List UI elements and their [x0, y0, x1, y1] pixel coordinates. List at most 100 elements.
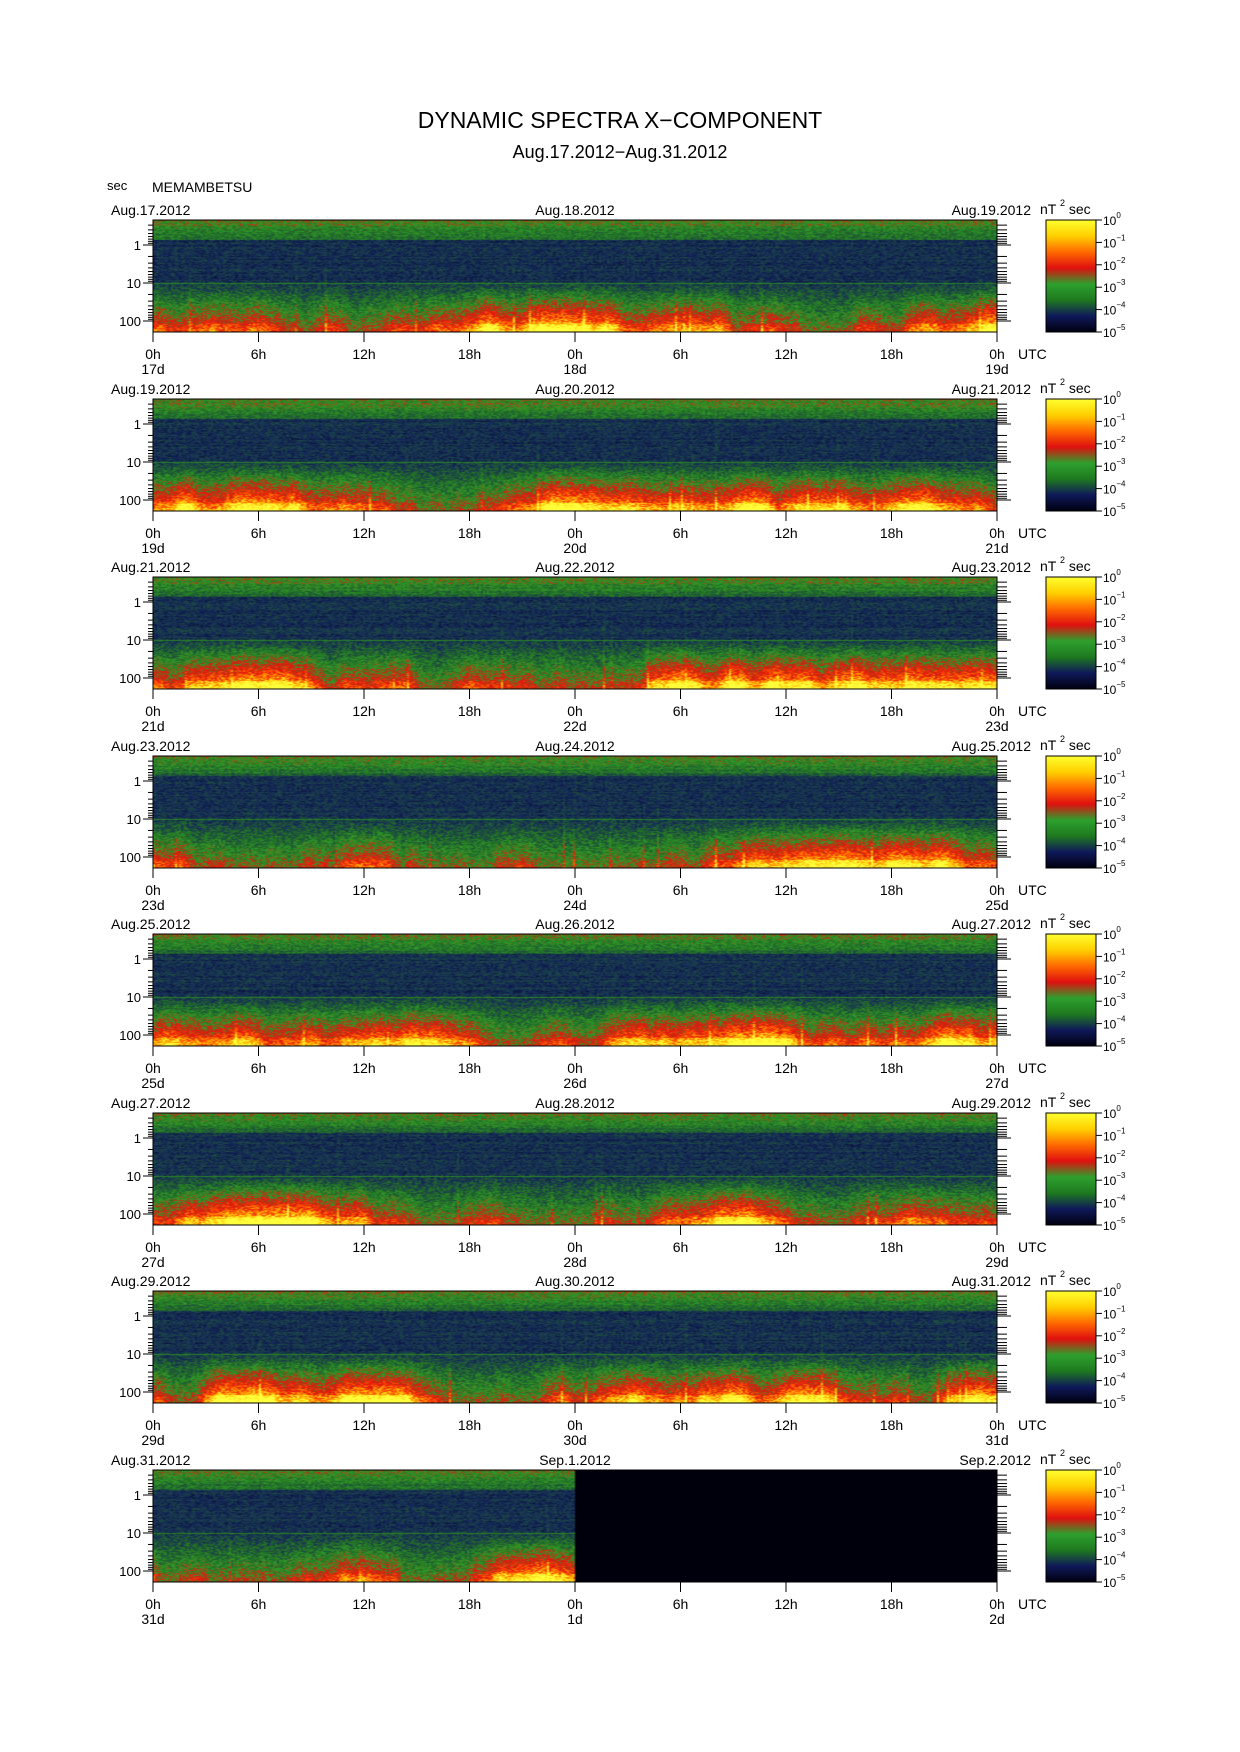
y-tick-label: 10 [127, 1169, 141, 1184]
y-tick-label: 10 [127, 276, 141, 291]
spectrogram-panel: Aug.27.2012 Aug.28.2012 Aug.29.2012 1 10 100 0… [111, 1091, 1126, 1270]
y-tick-label: 100 [119, 671, 141, 686]
x-tick-label: 6h [673, 346, 689, 362]
colorbar [1046, 577, 1096, 689]
colorbar-tick-label: 10−4 [1103, 658, 1126, 675]
colorbar-tick-label: 10−1 [1103, 947, 1126, 964]
colorbar-frame [1045, 1290, 1097, 1404]
day-label: 31d [141, 1611, 164, 1627]
x-tick-label: 12h [774, 1239, 797, 1255]
spectrogram-image [153, 1470, 997, 1582]
x-tick-label: 6h [251, 1060, 267, 1076]
spectrogram-panel: Aug.25.2012 Aug.26.2012 Aug.27.2012 1 10 100 0… [111, 912, 1126, 1091]
panel-start-date: Aug.29.2012 [111, 1273, 191, 1289]
day-label: 19d [985, 361, 1008, 377]
x-tick-label: 6h [251, 882, 267, 898]
x-tick-label: 18h [458, 525, 481, 541]
day-label: 20d [563, 540, 586, 556]
colorbar-tick-label: 100 [1103, 1104, 1121, 1121]
x-tick-label: 0h [567, 1239, 583, 1255]
y-tick-label: 1 [134, 1131, 141, 1146]
figure-subtitle: Aug.17.2012−Aug.31.2012 [513, 142, 728, 162]
x-tick-label: 6h [251, 525, 267, 541]
colorbar-tick-label: 10−1 [1103, 769, 1126, 786]
panel-start-date: Aug.25.2012 [111, 916, 191, 932]
x-tick-label: 12h [774, 525, 797, 541]
y-tick-label: 1 [134, 595, 141, 610]
colorbar [1046, 1291, 1096, 1403]
colorbar-tick-label: 10−5 [1103, 502, 1126, 519]
colorbar-unit: nT 2 sec [1040, 1091, 1091, 1110]
x-tick-label: 0h [145, 1060, 161, 1076]
y-tick-label: 10 [127, 1347, 141, 1362]
y-tick-label: 1 [134, 417, 141, 432]
panel-end-date: Aug.21.2012 [952, 381, 1032, 397]
y-tick-label: 1 [134, 1488, 141, 1503]
x-unit-label: UTC [1018, 1417, 1047, 1433]
spectrogram-image [153, 1113, 997, 1225]
x-tick-label: 0h [145, 1596, 161, 1612]
x-unit-label: UTC [1018, 882, 1047, 898]
colorbar-unit: nT 2 sec [1040, 555, 1091, 574]
colorbar-tick-label: 10−5 [1103, 1573, 1126, 1590]
x-tick-label: 0h [567, 525, 583, 541]
x-tick-label: 6h [673, 1060, 689, 1076]
colorbar-tick-label: 100 [1103, 390, 1121, 407]
spectrogram-image [153, 756, 997, 868]
x-tick-label: 6h [673, 882, 689, 898]
colorbar-tick-label: 10−3 [1103, 1171, 1126, 1188]
colorbar [1046, 756, 1096, 868]
x-tick-label: 12h [774, 1060, 797, 1076]
x-unit-label: UTC [1018, 1596, 1047, 1612]
spectrogram-canvas [153, 577, 997, 689]
colorbar-tick-label: 100 [1103, 747, 1121, 764]
colorbar-tick-label: 10−2 [1103, 256, 1126, 273]
x-tick-label: 6h [251, 1417, 267, 1433]
x-tick-label: 0h [989, 1596, 1005, 1612]
colorbar-tick-label: 10−1 [1103, 1126, 1126, 1143]
x-tick-label: 0h [567, 1060, 583, 1076]
day-label: 21d [985, 540, 1008, 556]
colorbar-tick-label: 10−5 [1103, 1216, 1126, 1233]
x-tick-label: 0h [567, 346, 583, 362]
y-tick-label: 100 [119, 1385, 141, 1400]
day-label: 21d [141, 718, 164, 734]
spectrogram-canvas [153, 220, 997, 332]
x-tick-label: 12h [352, 703, 375, 719]
day-label: 17d [141, 361, 164, 377]
y-tick-label: 100 [119, 314, 141, 329]
colorbar-tick-label: 10−4 [1103, 1372, 1126, 1389]
x-tick-label: 0h [989, 346, 1005, 362]
colorbar-tick-label: 10−5 [1103, 1037, 1126, 1054]
colorbar-tick-label: 100 [1103, 925, 1121, 942]
x-tick-label: 18h [458, 1417, 481, 1433]
colorbar-tick-label: 100 [1103, 1282, 1121, 1299]
colorbar [1046, 399, 1096, 511]
spectrogram-image [153, 399, 997, 511]
y-tick-label: 10 [127, 1526, 141, 1541]
x-tick-label: 18h [458, 1239, 481, 1255]
y-tick-label: 100 [119, 493, 141, 508]
x-tick-label: 0h [145, 1417, 161, 1433]
panel-mid-date: Aug.30.2012 [535, 1273, 615, 1289]
x-tick-label: 18h [458, 703, 481, 719]
colorbar-tick-label: 10−5 [1103, 680, 1126, 697]
colorbar-tick-label: 10−5 [1103, 323, 1126, 340]
x-tick-label: 0h [145, 882, 161, 898]
spectrogram-image [153, 577, 997, 689]
colorbar-frame [1045, 219, 1097, 333]
panel-start-date: Aug.19.2012 [111, 381, 191, 397]
day-label: 29d [141, 1432, 164, 1448]
figure-title: DYNAMIC SPECTRA X−COMPONENT [418, 107, 822, 133]
colorbar-tick-label: 10−2 [1103, 1149, 1126, 1166]
colorbar-tick-label: 10−2 [1103, 1327, 1126, 1344]
day-label: 27d [985, 1075, 1008, 1091]
x-tick-label: 18h [458, 1060, 481, 1076]
x-tick-label: 18h [880, 1239, 903, 1255]
x-unit-label: UTC [1018, 1239, 1047, 1255]
x-tick-label: 12h [774, 1596, 797, 1612]
panel-mid-date: Aug.24.2012 [535, 738, 615, 754]
x-tick-label: 18h [880, 1596, 903, 1612]
colorbar-unit: nT 2 sec [1040, 734, 1091, 753]
x-tick-label: 18h [880, 882, 903, 898]
